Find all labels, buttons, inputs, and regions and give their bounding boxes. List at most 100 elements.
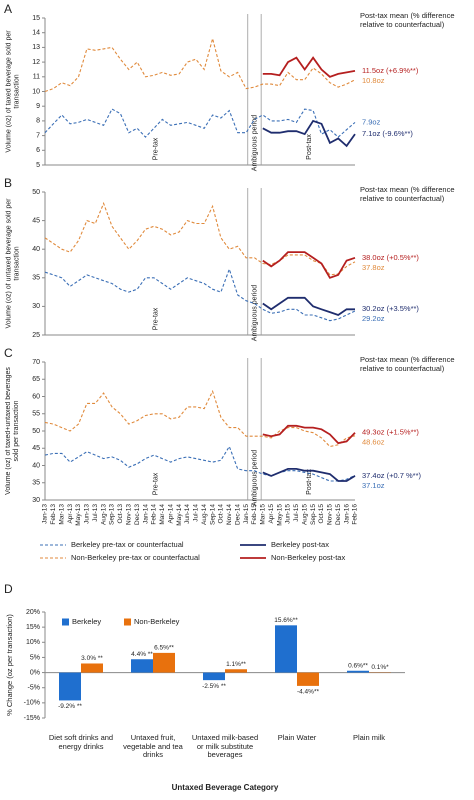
y-tick-label: 60 xyxy=(32,393,40,400)
x-tick-label: Nov-14 xyxy=(226,504,233,525)
x-tick-label: Oct-15 xyxy=(318,504,325,524)
annotation: Post-tax mean (% difference relative to … xyxy=(360,356,455,373)
legend-swatch xyxy=(124,618,131,626)
x-tick-label: Plain Water xyxy=(277,734,317,742)
x-tick-label: Sep-15 xyxy=(310,504,317,525)
y-tick-label: 50 xyxy=(32,428,40,435)
x-tick-label: Sep-14 xyxy=(209,504,216,525)
y-tick-label: 8 xyxy=(36,118,40,125)
x-tick-label: Apr-13 xyxy=(67,504,74,524)
series-line xyxy=(44,36,356,93)
y-axis-title-text: Volume (oz) of untaxed beverage sold per… xyxy=(5,198,21,329)
end-label: 30.2oz (+3.5%**) xyxy=(362,304,419,313)
bar xyxy=(297,672,319,686)
x-tick-label: Feb-13 xyxy=(50,504,57,525)
y-tick-label: 10 xyxy=(32,88,40,95)
end-label: 7.1oz (-9.6%**) xyxy=(362,129,413,138)
legend-label: Non-Berkeley xyxy=(134,617,180,626)
annotation-text: Post-tax mean (% difference relative to … xyxy=(360,356,455,373)
y-axis-title: Volume (oz) of untaxed beverage sold per… xyxy=(5,198,21,329)
legend-label: Berkeley pre-tax or counterfactual xyxy=(71,540,184,549)
y-tick-label: 25 xyxy=(32,332,40,339)
y-tick-label: 5 xyxy=(36,162,40,169)
y-tick-label: 6 xyxy=(36,147,40,154)
ambiguous-label: Ambiguous period xyxy=(251,115,258,172)
y-tick-label: 50 xyxy=(32,189,40,196)
end-label: 38.0oz (+0.5%**) xyxy=(362,253,419,262)
x-tick-label: Sep-13 xyxy=(109,504,116,525)
x-tick-label: Plain milk xyxy=(352,734,386,742)
y-tick-label: 11 xyxy=(33,74,40,81)
x-tick-label: Nov-13 xyxy=(126,504,133,525)
value-label: 1.1%** xyxy=(226,661,246,668)
series-line xyxy=(262,119,356,148)
x-tick-label: Jan-15 xyxy=(243,504,250,524)
x-tick-label: Nov-15 xyxy=(327,504,334,525)
x-tick-label: Jan-14 xyxy=(142,504,149,524)
y-tick-label: 15% xyxy=(26,624,40,631)
series-line xyxy=(262,56,356,78)
legend-label: Berkeley post-tax xyxy=(271,540,329,549)
series-line xyxy=(44,389,356,448)
ambiguous-label: Ambiguous period xyxy=(251,285,258,342)
x-tick-label: Jan-16 xyxy=(343,504,350,524)
bar xyxy=(203,672,225,681)
y-tick-label: 30 xyxy=(32,497,40,504)
x-tick-label: Jun-13 xyxy=(84,504,91,524)
x-axis-title: Untaxed Beverage Category xyxy=(172,783,279,792)
x-tick-label: Apr-14 xyxy=(167,504,174,524)
x-tick-label-text: Plain milk xyxy=(352,734,386,742)
panel-label: D xyxy=(4,582,13,596)
x-tick-label: Jan-13 xyxy=(42,504,49,524)
x-tick-label: May-13 xyxy=(75,504,82,526)
y-tick-label: 0% xyxy=(30,669,40,676)
y-tick-label: 14 xyxy=(32,30,40,37)
y-tick-label: 35 xyxy=(32,275,40,282)
y-axis-title-text: % Change (oz per transaction) xyxy=(6,614,14,716)
legend-swatch xyxy=(62,618,69,626)
y-tick-label: 5% xyxy=(30,654,40,661)
end-label: 37.8oz xyxy=(362,263,385,272)
y-tick-label: 45 xyxy=(32,217,40,224)
y-tick-label: 35 xyxy=(32,480,40,487)
pre-tax-label: Pre-tax xyxy=(152,137,159,160)
y-tick-label: 55 xyxy=(32,411,40,418)
x-tick-label: Jun-14 xyxy=(184,504,191,524)
y-tick-label: 40 xyxy=(32,462,40,469)
value-label: 15.6%** xyxy=(274,617,298,624)
end-label: 37.4oz (+0.7 %**) xyxy=(362,471,421,480)
series-line xyxy=(44,267,356,322)
annotation: Post-tax mean (% difference relative to … xyxy=(360,186,455,203)
bar xyxy=(225,669,247,673)
value-label: 6.5%** xyxy=(154,645,174,652)
y-tick-label: 65 xyxy=(32,376,40,383)
value-label: -9.2% ** xyxy=(58,703,82,710)
y-tick-label: -5% xyxy=(28,685,40,692)
x-tick-label-text: Untaxed fruit, vegetable and tea drinks xyxy=(123,734,183,760)
y-tick-label: 13 xyxy=(32,44,40,51)
bar xyxy=(59,672,81,701)
x-tick-label: Dec-15 xyxy=(335,504,342,525)
annotation-text: Post-tax mean (% difference relative to … xyxy=(360,186,455,203)
y-axis-title-text: Volume (oz) of taxed+untaxed beverages s… xyxy=(5,367,21,495)
legend-label: Non-Berkeley post-tax xyxy=(271,553,345,562)
x-tick-label: Aug-15 xyxy=(301,504,308,525)
x-tick-label: Feb-15 xyxy=(251,504,258,525)
post-tax-label: Post-tax xyxy=(306,134,313,160)
value-label: -4.4%** xyxy=(297,689,320,696)
end-label: 7.9oz xyxy=(362,117,381,126)
x-tick-label: Dec-13 xyxy=(134,504,141,525)
x-tick-label: Feb-16 xyxy=(352,504,359,525)
end-label: 10.8oz xyxy=(362,76,385,85)
y-axis-title: Volume (oz) of taxed beverage sold per t… xyxy=(5,30,20,152)
annotation: Post-tax mean (% difference relative to … xyxy=(360,12,455,29)
end-label: 29.2oz xyxy=(362,314,385,323)
y-tick-label: -10% xyxy=(24,700,40,707)
end-label: 48.6oz xyxy=(362,438,385,447)
x-tick-label: Jul-13 xyxy=(92,504,99,522)
value-label: 3.0% ** xyxy=(81,655,103,662)
x-tick-label: Oct-13 xyxy=(117,504,124,524)
x-tick-label: Aug-13 xyxy=(100,504,107,525)
x-tick-label-text: Plain Water xyxy=(277,734,317,742)
